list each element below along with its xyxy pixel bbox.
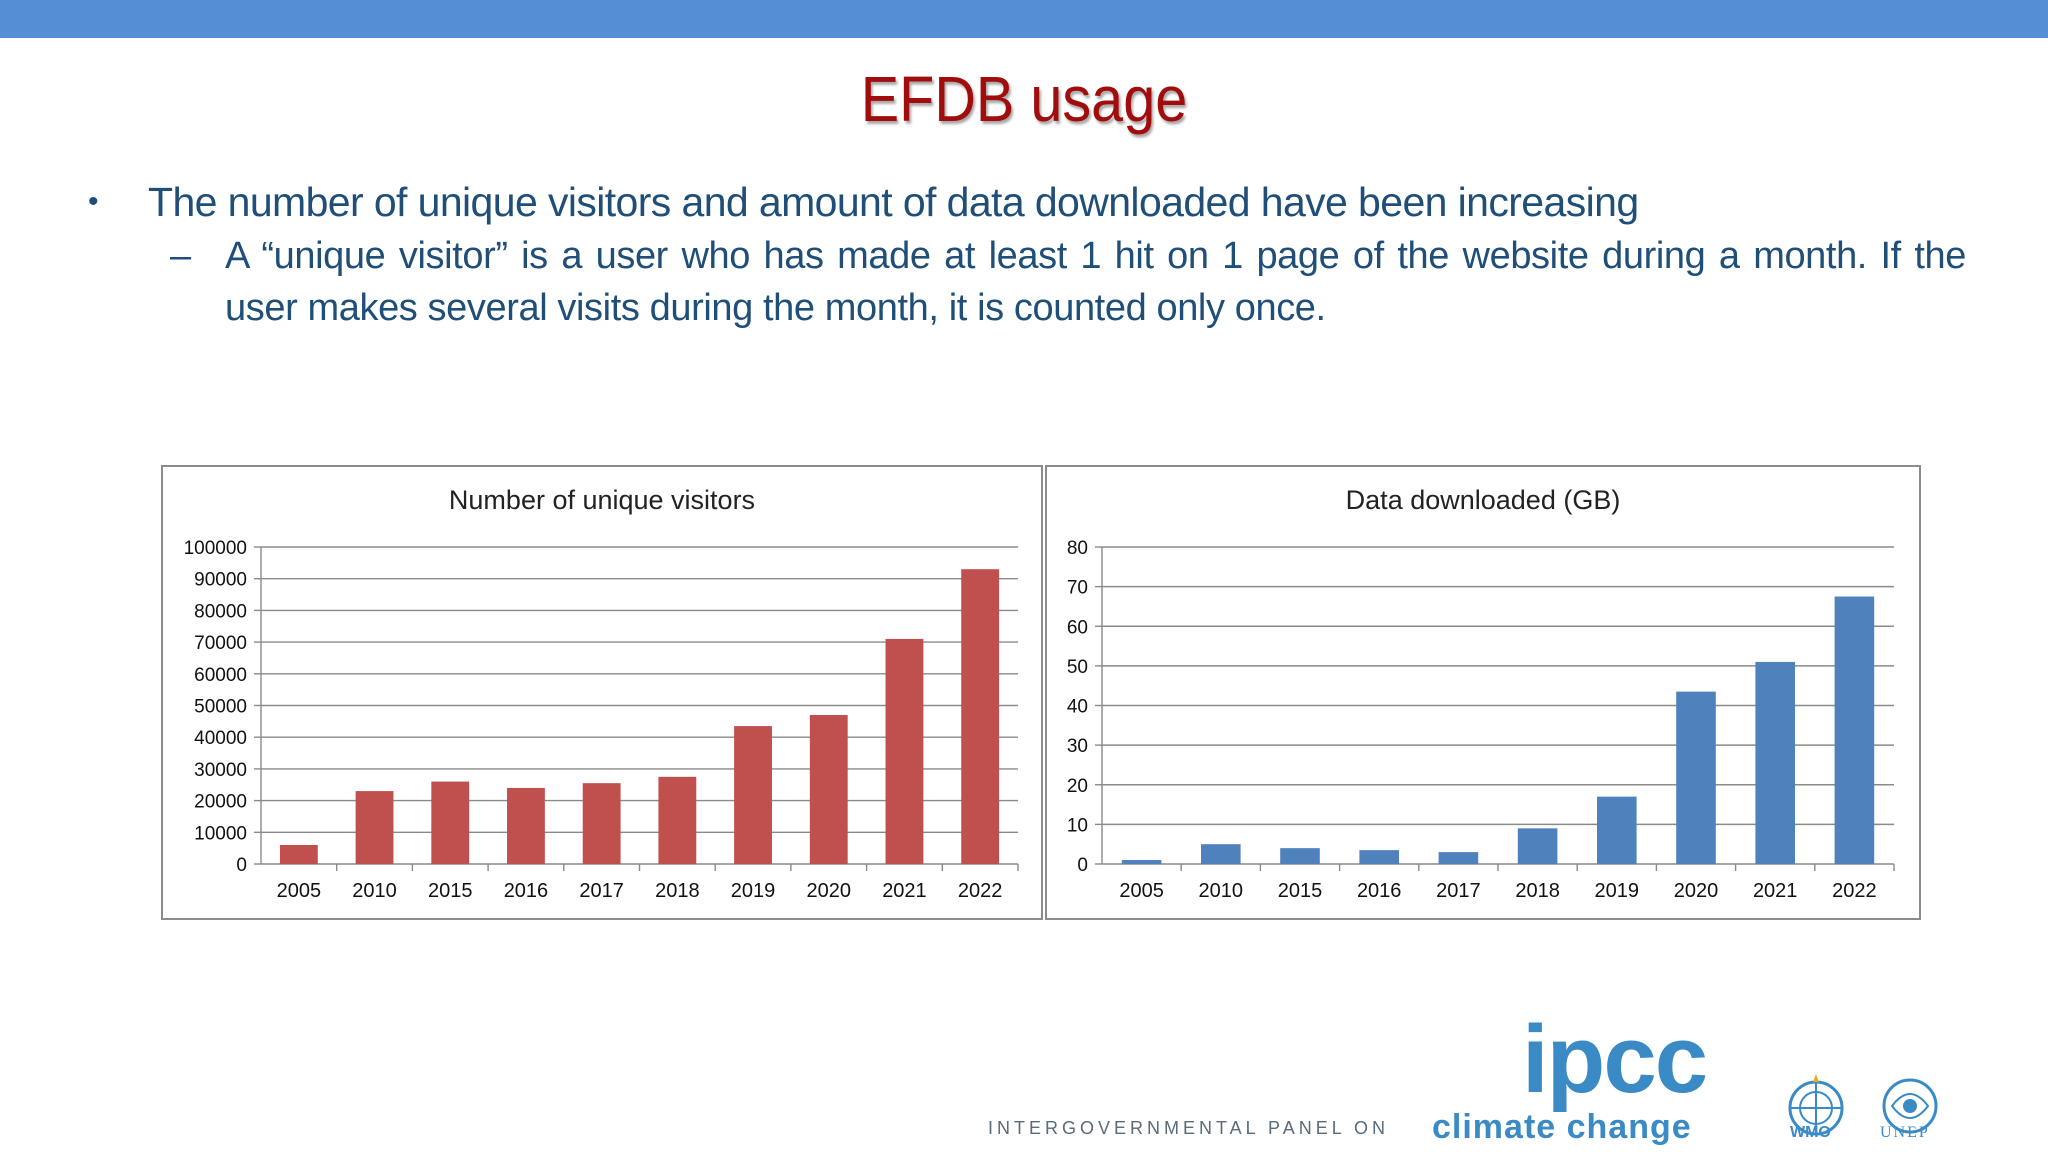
visitors-bar-2005 — [279, 844, 318, 864]
visitors-xtick-label: 2015 — [428, 880, 473, 902]
visitors-bar-2017 — [582, 783, 621, 864]
visitors-xtick-label: 2022 — [958, 880, 1003, 902]
visitors-ytick-label: 40000 — [194, 728, 247, 749]
data-xtick-label: 2010 — [1199, 880, 1244, 902]
data-ytick-label: 70 — [1067, 578, 1088, 599]
visitors-bar-2015 — [431, 781, 470, 864]
visitors-bar-2021 — [885, 638, 924, 864]
bullet-dash: – — [170, 235, 191, 277]
visitors-xtick-label: 2017 — [579, 880, 624, 902]
visitors-xtick-label: 2005 — [277, 880, 322, 902]
visitors-xtick-label: 2020 — [807, 880, 852, 902]
visitors-ytick-label: 0 — [236, 855, 247, 876]
visitors-ytick-label: 10000 — [194, 823, 247, 844]
unep-logo-icon — [1882, 1078, 1938, 1134]
chart-unique-visitors: Number of unique visitors 0 10000 20000 3000… — [161, 465, 1043, 920]
data-ytick-label: 40 — [1067, 697, 1088, 718]
bullet-sub-text: A “unique visitor” is a user who has mad… — [225, 235, 1966, 329]
chart-data-svg: Data downloaded (GB) 0 10 20 30 40 50 60 70 80 200… — [1067, 485, 1895, 902]
data-xtick-label: 2015 — [1278, 880, 1323, 902]
chart-visitors-svg: Number of unique visitors 0 10000 20000 3000… — [184, 485, 1019, 902]
data-bar-2020 — [1676, 691, 1716, 864]
visitors-ytick-label: 50000 — [194, 697, 247, 718]
visitors-xtick-label: 2021 — [882, 880, 927, 902]
wmo-label: WMO — [1790, 1124, 1831, 1141]
visitors-bar-2022 — [961, 569, 1000, 864]
data-xtick-label: 2019 — [1595, 880, 1640, 902]
data-xtick-label: 2005 — [1119, 880, 1164, 902]
visitors-bar-2019 — [734, 726, 772, 864]
ipcc-tagline-emphasis: climate change — [1432, 1108, 1692, 1146]
chart-data-downloaded: Data downloaded (GB) 0 10 20 30 40 50 60 70 80 200… — [1045, 465, 1921, 920]
visitors-xtick-label: 2016 — [504, 880, 549, 902]
bullet-dot: • — [88, 185, 99, 218]
data-ytick-label: 50 — [1067, 657, 1088, 678]
visitors-ytick-label: 80000 — [194, 601, 247, 622]
data-bar-2005 — [1121, 860, 1162, 864]
visitors-bar-2018 — [658, 776, 697, 864]
data-bar-2010 — [1201, 844, 1241, 864]
data-xtick-label: 2017 — [1436, 880, 1481, 902]
data-xtick-label: 2018 — [1515, 880, 1560, 902]
data-xtick-label: 2022 — [1832, 880, 1877, 902]
data-ytick-label: 30 — [1067, 736, 1088, 757]
data-xtick-label: 2020 — [1674, 880, 1719, 902]
bullet-main: • The number of unique visitors and amou… — [86, 176, 1966, 228]
data-ytick-label: 20 — [1067, 776, 1088, 797]
slide-title: EFDB usage — [860, 63, 1188, 135]
visitors-xtick-label: 2019 — [731, 880, 776, 902]
ipcc-tagline: INTERGOVERNMENTAL PANEL ON — [988, 1118, 1390, 1138]
data-bar-2022 — [1834, 596, 1875, 864]
data-ytick-label: 10 — [1067, 815, 1088, 836]
visitors-ytick-label: 30000 — [194, 760, 247, 781]
visitors-bar-2016 — [507, 787, 545, 864]
data-bar-2017 — [1438, 852, 1479, 864]
visitors-ytick-label: 100000 — [184, 538, 247, 559]
data-ytick-label: 80 — [1067, 538, 1088, 559]
unep-label: UNEP — [1880, 1124, 1930, 1141]
data-xtick-label: 2021 — [1753, 880, 1798, 902]
visitors-xtick-label: 2018 — [655, 880, 700, 902]
visitors-bar-2010 — [355, 791, 394, 864]
wmo-logo-icon — [1788, 1074, 1844, 1136]
data-bar-2019 — [1597, 796, 1637, 864]
visitors-ytick-label: 20000 — [194, 792, 247, 813]
visitors-title: Number of unique visitors — [449, 485, 755, 515]
visitors-ytick-label: 60000 — [194, 665, 247, 686]
visitors-ytick-label: 90000 — [194, 570, 247, 591]
data-bar-2015 — [1280, 848, 1320, 864]
visitors-bar-2020 — [809, 715, 848, 864]
data-bar-2018 — [1517, 828, 1558, 864]
data-xtick-label: 2016 — [1357, 880, 1402, 902]
data-bar-2016 — [1359, 850, 1399, 864]
ipcc-logo-text: ipcc — [1522, 1006, 1708, 1113]
bullet-main-text: The number of unique visitors and amount… — [148, 179, 1639, 225]
data-bar-2021 — [1755, 661, 1795, 864]
bullet-sub: – A “unique visitor” is a user who has m… — [86, 230, 1966, 334]
visitors-xtick-label: 2010 — [352, 880, 397, 902]
data-title: Data downloaded (GB) — [1346, 485, 1621, 515]
data-ytick-label: 0 — [1077, 855, 1088, 876]
bullet-list: • The number of unique visitors and amou… — [86, 176, 1966, 334]
data-ytick-label: 60 — [1067, 617, 1088, 638]
top-accent-bar — [0, 0, 2048, 38]
visitors-ytick-label: 70000 — [194, 633, 247, 654]
